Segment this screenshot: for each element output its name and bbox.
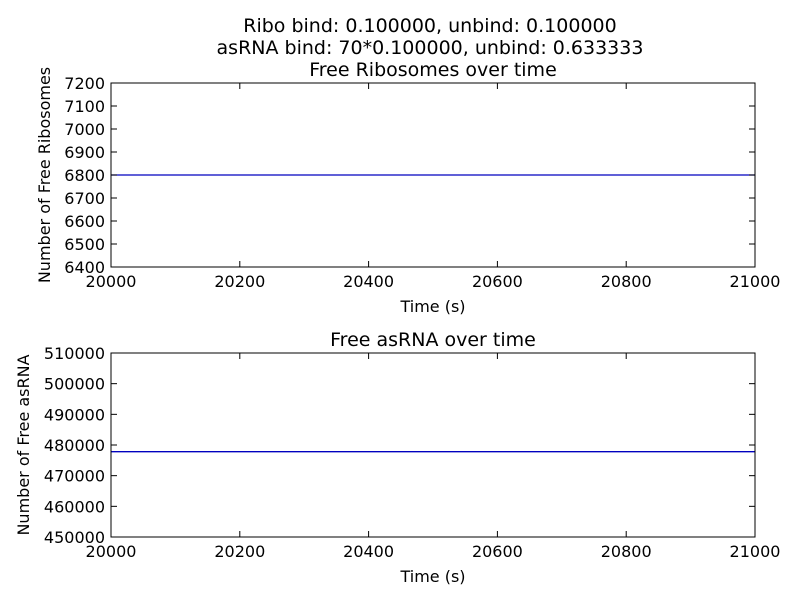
ribosomes-y-axis-label: Number of Free Ribosomes — [35, 67, 54, 283]
asrna-y-axis-label: Number of Free asRNA — [14, 354, 33, 535]
asrna-chart: Free asRNA over time 20000 20200 20400 2060… — [14, 329, 780, 586]
ribosomes-ticks: 20000 20200 20400 20600 20800 21000 6400 6500 66… — [64, 74, 780, 291]
suptitle-line-1: Ribo bind: 0.100000, unbind: 0.100000 — [243, 15, 616, 37]
suptitle-line-2: asRNA bind: 70*0.100000, unbind: 0.63333… — [217, 37, 644, 59]
ribosomes-y-tick-label: 7200 — [64, 74, 105, 93]
asrna-x-tick-label: 20600 — [472, 542, 523, 561]
asrna-y-tick-label: 470000 — [44, 467, 105, 486]
asrna-chart-title: Free asRNA over time — [330, 329, 536, 351]
asrna-x-tick-label: 20200 — [214, 542, 265, 561]
ribosomes-chart-title: Free Ribosomes over time — [309, 59, 557, 81]
asrna-x-axis-label: Time (s) — [399, 567, 465, 586]
asrna-x-tick-label: 20400 — [343, 542, 394, 561]
asrna-y-tick-label: 490000 — [44, 405, 105, 424]
ribosomes-x-tick-label: 20800 — [601, 272, 652, 291]
asrna-y-tick-label: 480000 — [44, 436, 105, 455]
ribosomes-chart: Free Ribosomes over time 20000 20200 20400… — [35, 59, 780, 316]
ribosomes-x-tick-label: 20000 — [86, 272, 137, 291]
ribosomes-y-tick-label: 6600 — [64, 212, 105, 231]
asrna-y-tick-label: 460000 — [44, 497, 105, 516]
asrna-ticks: 20000 20200 20400 20600 20800 21000 450000 4600… — [44, 344, 781, 561]
asrna-x-tick-label: 20800 — [601, 542, 652, 561]
asrna-y-tick-label: 510000 — [44, 344, 105, 363]
ribosomes-x-axis-label: Time (s) — [399, 297, 465, 316]
ribosomes-y-tick-label: 6400 — [64, 258, 105, 277]
ribosomes-x-tick-label: 20600 — [472, 272, 523, 291]
asrna-y-tick-label: 500000 — [44, 375, 105, 394]
ribosomes-x-tick-label: 20400 — [343, 272, 394, 291]
ribosomes-y-tick-label: 7100 — [64, 97, 105, 116]
ribosomes-y-tick-label: 6900 — [64, 143, 105, 162]
asrna-x-tick-label: 21000 — [730, 542, 781, 561]
ribosomes-y-tick-label: 6800 — [64, 166, 105, 185]
ribosomes-y-tick-label: 6700 — [64, 189, 105, 208]
ribosomes-x-tick-label: 21000 — [730, 272, 781, 291]
ribosomes-x-tick-label: 20200 — [214, 272, 265, 291]
ribosomes-y-tick-label: 7000 — [64, 120, 105, 139]
asrna-x-tick-label: 20000 — [86, 542, 137, 561]
asrna-y-tick-label: 450000 — [44, 528, 105, 547]
ribosomes-y-tick-label: 6500 — [64, 235, 105, 254]
